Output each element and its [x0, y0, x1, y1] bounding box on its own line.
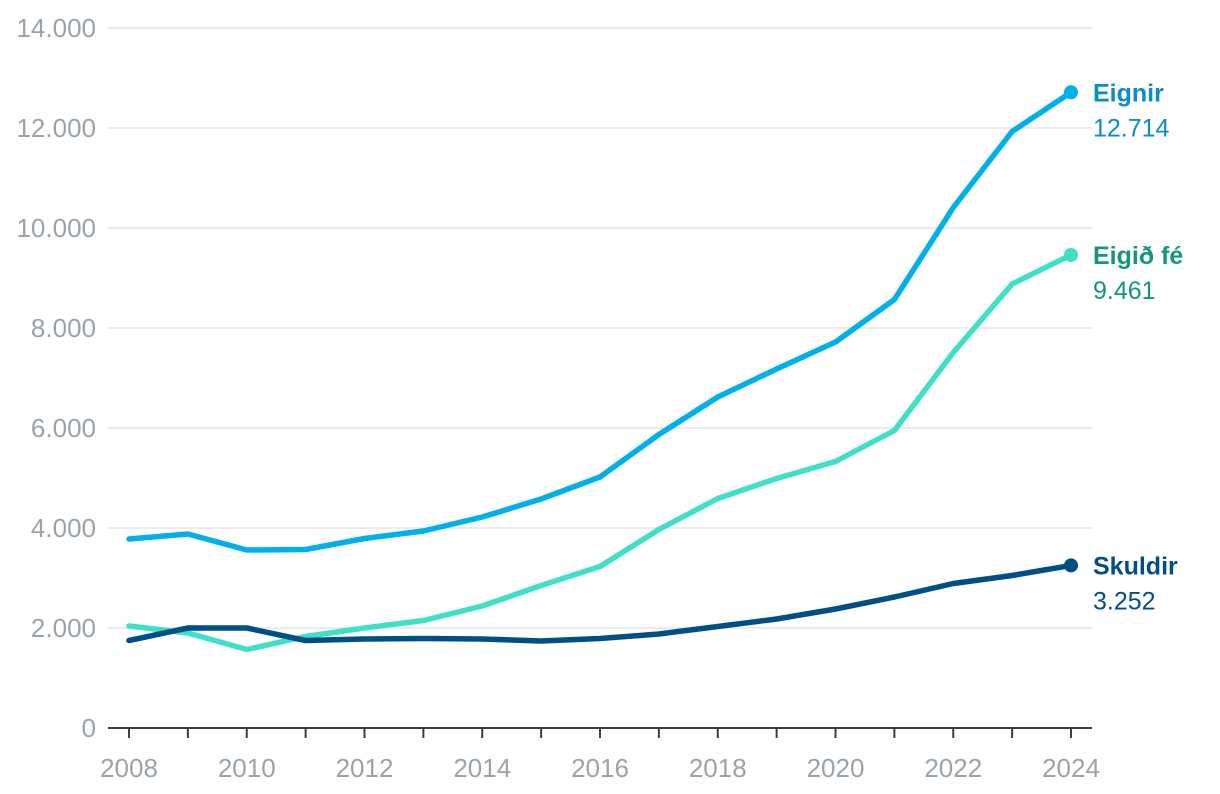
series-line-1: [126, 252, 1074, 653]
series-labels: Eignir 12.714 Eigið fé 9.461 Skuldir 3.252: [1093, 79, 1183, 615]
x-tick-label: 2010: [218, 753, 276, 783]
series-value-label: 12.714: [1093, 114, 1170, 142]
series-line-0: [126, 89, 1074, 553]
y-tick-label: 6.000: [31, 413, 96, 443]
y-tick-label: 10.000: [16, 213, 96, 243]
axes: 0 2.000 4.000 6.000 8.000 10.000 12.000 14.000 2…: [16, 13, 1099, 783]
series-value-label: 9.461: [1093, 277, 1156, 305]
y-tick-label: 4.000: [31, 513, 96, 543]
y-tick-label: 0: [82, 713, 96, 743]
y-tick-label: 12.000: [16, 113, 96, 143]
y-tick-label: 8.000: [31, 313, 96, 343]
x-tick-label: 2016: [571, 753, 629, 783]
x-tick-label: 2020: [807, 753, 865, 783]
series-end-marker: [1064, 85, 1078, 100]
series-end-marker: [1064, 558, 1078, 573]
y-tick-label: 2.000: [31, 613, 96, 643]
x-tick-label: 2018: [689, 753, 747, 783]
x-tick-label: 2008: [100, 753, 158, 783]
y-tick-label: 14.000: [16, 13, 96, 43]
x-tick-label: 2012: [336, 753, 394, 783]
series-line-2: [126, 562, 1074, 644]
x-tick-label: 2024: [1042, 753, 1100, 783]
series-end-marker: [1064, 247, 1078, 262]
series-name-label: Eignir: [1093, 79, 1164, 107]
x-tick-label: 2022: [924, 753, 982, 783]
series-name-label: Eigið fé: [1093, 242, 1183, 270]
series-value-label: 3.252: [1093, 587, 1156, 615]
x-tick-label: 2014: [453, 753, 511, 783]
gridlines: [108, 27, 1092, 629]
series-lines: [126, 85, 1078, 653]
series-name-label: Skuldir: [1093, 552, 1178, 580]
